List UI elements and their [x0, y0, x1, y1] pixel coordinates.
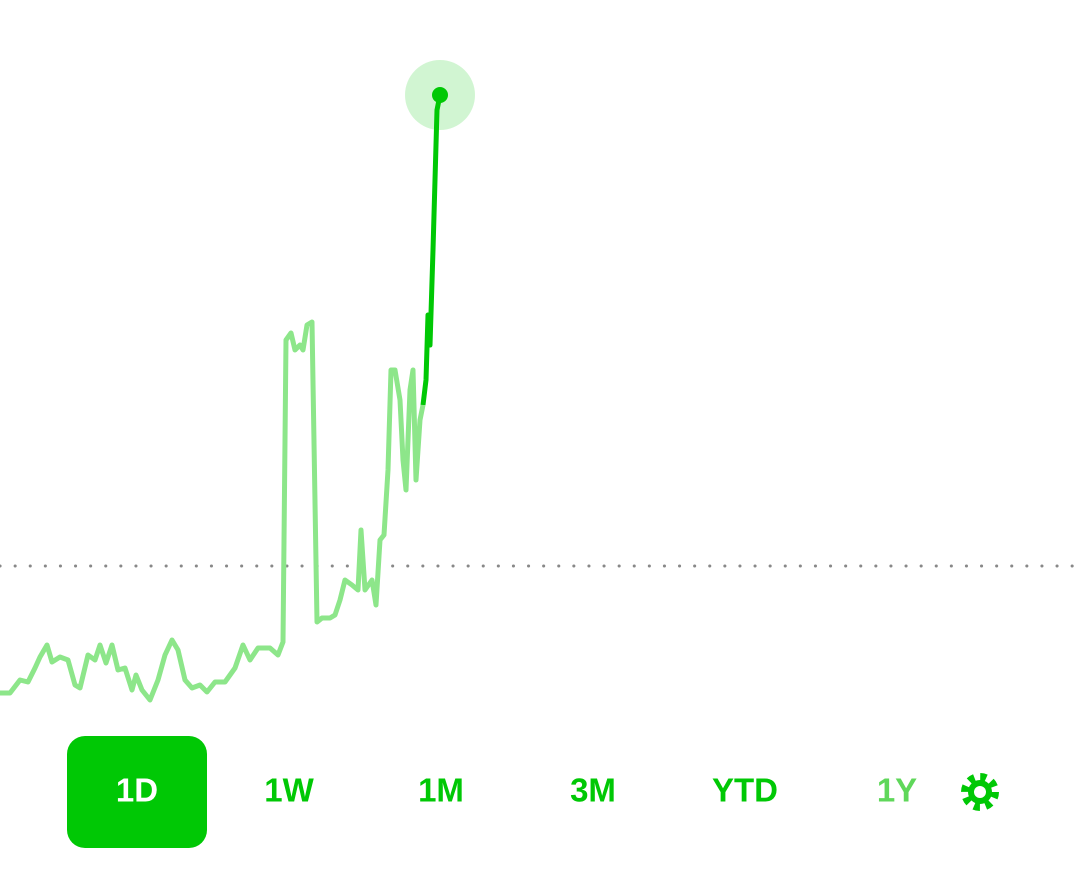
range-button[interactable]: 3M	[570, 772, 616, 809]
price-line	[0, 319, 426, 703]
gear-teeth	[961, 773, 999, 811]
range-button-label: 1W	[264, 772, 314, 809]
range-button-label: 1M	[418, 772, 464, 809]
range-button-label: 1Y	[877, 772, 917, 809]
range-button[interactable]: 1D	[67, 736, 207, 848]
range-button[interactable]: 1M	[418, 772, 464, 809]
range-button[interactable]: 1Y	[877, 772, 917, 809]
range-button-bg	[67, 736, 207, 848]
range-button-label: 3M	[570, 772, 616, 809]
price-line-recent	[420, 94, 443, 406]
range-button[interactable]: YTD	[712, 772, 778, 809]
range-button-label: YTD	[712, 772, 778, 809]
range-button-label: 1D	[116, 772, 158, 809]
settings-icon[interactable]	[961, 773, 999, 811]
gear-hole	[974, 786, 986, 798]
end-dot	[432, 87, 448, 103]
range-button[interactable]: 1W	[264, 772, 314, 809]
